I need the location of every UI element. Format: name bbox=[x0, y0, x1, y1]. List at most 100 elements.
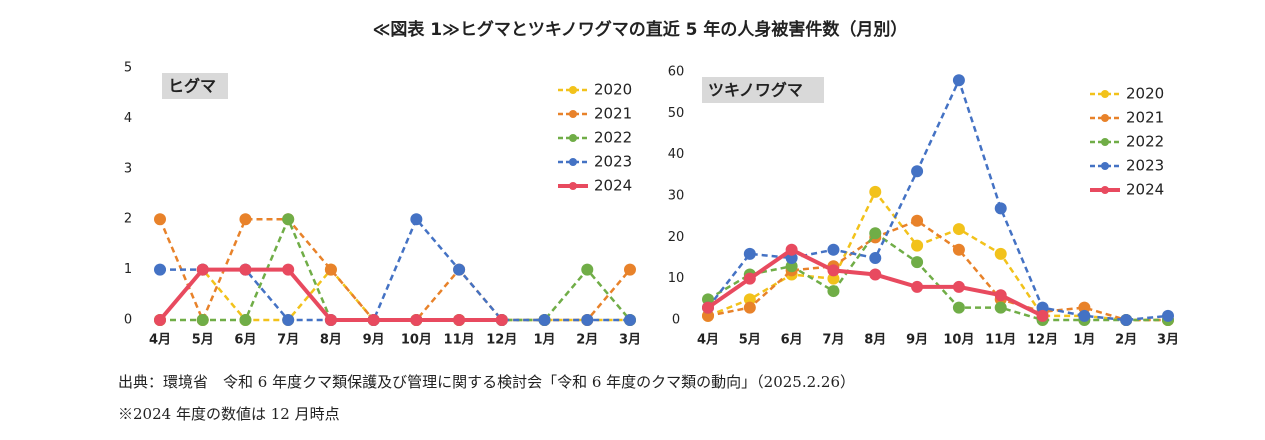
y-tick-label: 3 bbox=[124, 161, 132, 176]
x-tick-label: 6月 bbox=[234, 333, 256, 348]
point bbox=[367, 314, 380, 326]
point bbox=[785, 260, 798, 273]
point bbox=[911, 165, 924, 178]
point bbox=[743, 293, 756, 306]
x-tick-label: 7月 bbox=[277, 333, 299, 348]
series-line bbox=[707, 231, 1168, 322]
point bbox=[911, 239, 924, 252]
point bbox=[911, 256, 924, 269]
legend-marker bbox=[569, 158, 577, 166]
x-tick-label: 3月 bbox=[619, 333, 641, 348]
point bbox=[869, 185, 882, 198]
point bbox=[994, 301, 1007, 314]
point bbox=[869, 268, 882, 281]
subtitle-box bbox=[162, 73, 228, 99]
series-line bbox=[160, 216, 630, 322]
series-line bbox=[707, 219, 1168, 322]
y-tick-label: 4 bbox=[124, 111, 132, 126]
legend-label: 2024 bbox=[1126, 181, 1164, 199]
point bbox=[743, 247, 756, 260]
point bbox=[239, 263, 252, 276]
point bbox=[952, 223, 965, 236]
x-tick-label: 4月 bbox=[149, 333, 171, 348]
point bbox=[952, 301, 965, 314]
legend-label: 2021 bbox=[594, 105, 632, 123]
point bbox=[196, 314, 209, 326]
legend-marker bbox=[1101, 162, 1109, 170]
y-tick-label: 10 bbox=[668, 271, 685, 286]
point bbox=[1162, 309, 1174, 322]
point bbox=[702, 309, 714, 322]
point bbox=[827, 243, 840, 256]
x-tick-label: 10月 bbox=[943, 333, 974, 348]
legend-label: 2022 bbox=[594, 129, 632, 147]
x-tick-label: 5月 bbox=[739, 333, 761, 348]
subtitle-box bbox=[702, 77, 824, 103]
x-tick-label: 11月 bbox=[444, 333, 475, 348]
point bbox=[581, 314, 594, 326]
point bbox=[952, 243, 965, 256]
point bbox=[154, 263, 166, 276]
point bbox=[410, 314, 423, 326]
note: ※2024 年度の数値は 12 月時点 bbox=[118, 405, 340, 423]
point bbox=[911, 280, 924, 293]
legend-marker bbox=[1101, 186, 1109, 194]
x-tick-label: 10月 bbox=[401, 333, 432, 348]
x-tick-label: 1月 bbox=[1073, 333, 1095, 348]
legend-marker bbox=[569, 86, 577, 94]
point bbox=[994, 202, 1007, 215]
point bbox=[952, 74, 965, 87]
point bbox=[994, 289, 1007, 302]
point bbox=[324, 314, 337, 326]
series-line bbox=[707, 189, 1168, 322]
legend-label: 2020 bbox=[594, 81, 632, 99]
point bbox=[196, 263, 209, 276]
x-tick-label: 8月 bbox=[864, 333, 886, 348]
y-tick-label: 0 bbox=[124, 313, 132, 328]
x-tick-label: 12月 bbox=[1027, 333, 1058, 348]
point bbox=[1120, 314, 1133, 326]
point bbox=[1078, 309, 1091, 322]
subtitle: ヒグマ bbox=[168, 77, 216, 96]
point bbox=[827, 264, 840, 277]
legend-marker bbox=[569, 110, 577, 118]
point bbox=[911, 214, 924, 227]
point bbox=[624, 314, 636, 326]
x-tick-label: 3月 bbox=[1157, 333, 1179, 348]
point bbox=[538, 314, 551, 326]
legend-marker bbox=[1101, 114, 1109, 122]
y-tick-label: 40 bbox=[668, 147, 685, 162]
x-tick-label: 4月 bbox=[697, 333, 719, 348]
x-tick-label: 9月 bbox=[363, 333, 385, 348]
point bbox=[581, 263, 594, 276]
y-tick-label: 50 bbox=[668, 106, 685, 121]
point bbox=[239, 213, 252, 226]
point bbox=[154, 314, 166, 326]
x-tick-label: 12月 bbox=[486, 333, 517, 348]
point bbox=[869, 252, 882, 264]
point bbox=[785, 243, 798, 256]
legend-marker bbox=[569, 134, 577, 142]
x-tick-label: 8月 bbox=[320, 333, 342, 348]
y-tick-label: 0 bbox=[672, 313, 680, 328]
point bbox=[154, 213, 166, 226]
point bbox=[410, 213, 423, 226]
point bbox=[1036, 309, 1049, 322]
y-tick-label: 1 bbox=[124, 262, 132, 277]
point bbox=[994, 247, 1007, 260]
x-tick-label: 2月 bbox=[1115, 333, 1137, 348]
point bbox=[453, 263, 466, 276]
legend-marker bbox=[1101, 90, 1109, 98]
point bbox=[453, 314, 466, 326]
point bbox=[282, 213, 295, 226]
x-tick-label: 6月 bbox=[781, 333, 803, 348]
x-tick-label: 1月 bbox=[534, 333, 556, 348]
x-tick-label: 9月 bbox=[906, 333, 928, 348]
point bbox=[743, 301, 756, 314]
point bbox=[869, 227, 882, 240]
series-line bbox=[159, 267, 630, 322]
point bbox=[624, 263, 636, 276]
y-tick-label: 5 bbox=[124, 61, 132, 76]
point bbox=[1078, 301, 1091, 314]
